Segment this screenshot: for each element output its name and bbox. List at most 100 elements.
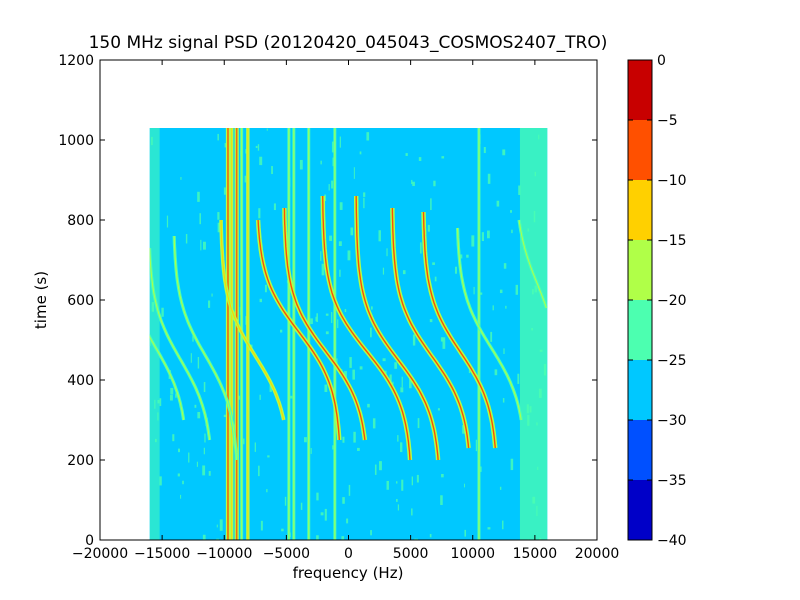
y-tick-label: 1200 [58, 53, 94, 69]
noise-speckle [462, 425, 465, 434]
noise-speckle [359, 151, 362, 155]
noise-speckle [441, 156, 445, 159]
noise-speckle [188, 452, 190, 463]
doppler-track-core [220, 220, 285, 421]
axes: −20000 −15000 −10000 −5000 0 5000 10000 15000 20… [58, 53, 619, 562]
heatmap-signals [149, 128, 548, 540]
noise-speckle [344, 371, 347, 378]
noise-speckle [211, 293, 213, 297]
noise-speckle [348, 484, 351, 496]
noise-speckle [492, 305, 494, 311]
doppler-track-core [518, 219, 547, 309]
noise-speckle [411, 476, 413, 486]
plot-area [149, 128, 548, 540]
noise-speckle [531, 328, 533, 331]
noise-speckle [300, 502, 303, 510]
doppler-track-core [355, 196, 439, 461]
noise-speckle [499, 486, 502, 490]
doppler-track-core [149, 336, 185, 421]
noise-speckle [440, 495, 443, 506]
doppler-track-core [391, 208, 470, 449]
noise-speckle [503, 348, 505, 355]
doppler-track-core [257, 219, 340, 441]
noise-speckle [427, 224, 430, 232]
noise-speckle [397, 504, 400, 511]
noise-speckle [258, 208, 261, 219]
noise-speckle [511, 229, 513, 234]
noise-speckle [264, 284, 267, 293]
noise-speckle [202, 534, 206, 540]
noise-speckle [532, 289, 534, 295]
noise-speckle [363, 192, 366, 197]
noise-speckle [419, 242, 422, 254]
edge-band-right [519, 128, 548, 540]
noise-speckle [197, 412, 201, 419]
noise-speckle [259, 298, 262, 303]
noise-speckle [346, 518, 349, 524]
x-tick-label: −15000 [134, 546, 190, 562]
doppler-track-core [283, 207, 366, 441]
colorbar-segment [628, 480, 652, 540]
noise-speckle [320, 512, 324, 516]
noise-speckle [479, 466, 482, 472]
noise-speckle [533, 210, 536, 223]
noise-speckle [464, 483, 466, 488]
colorbar-tick-label: −25 [657, 353, 687, 369]
noise-speckle [271, 166, 273, 175]
noise-speckle [266, 128, 268, 131]
noise-speckle [316, 492, 319, 501]
noise-speckle [197, 191, 200, 202]
noise-speckle [374, 464, 377, 475]
noise-speckle [397, 435, 399, 442]
noise-speckle [259, 394, 261, 400]
noise-speckle [202, 465, 206, 476]
noise-speckle [494, 369, 498, 376]
noise-speckle [337, 319, 339, 329]
x-tick-label: −5000 [263, 546, 310, 562]
noise-speckle [258, 465, 260, 477]
colorbar-segment [628, 240, 652, 300]
noise-speckle [177, 473, 180, 477]
noise-speckle [430, 198, 432, 211]
noise-speckle [382, 358, 386, 362]
noise-speckle [194, 404, 197, 408]
noise-speckle [199, 213, 201, 225]
noise-speckle [339, 269, 341, 277]
y-tick-label: 1000 [58, 133, 94, 149]
colorbar-segment [628, 120, 652, 180]
noise-speckle [412, 181, 415, 187]
noise-speckle [347, 250, 351, 261]
noise-speckle [468, 370, 471, 374]
noise-speckle [400, 387, 404, 393]
noise-speckle [401, 479, 404, 491]
noise-speckle [324, 194, 327, 202]
noise-speckle [483, 146, 486, 154]
noise-speckle [202, 241, 206, 250]
noise-speckle [177, 448, 181, 453]
noise-speckle [190, 353, 192, 363]
colorbar-segment [628, 60, 652, 120]
noise-speckle [464, 529, 467, 537]
noise-speckle [267, 455, 270, 458]
noise-speckle [378, 230, 381, 242]
noise-speckle [454, 266, 458, 274]
noise-speckle [310, 318, 313, 325]
noise-speckle [331, 180, 334, 189]
noise-speckle [442, 337, 446, 349]
noise-speckle [281, 528, 284, 532]
noise-speckle [175, 393, 177, 398]
noise-speckle [396, 499, 398, 502]
noise-speckle [217, 222, 221, 233]
noise-speckle [289, 395, 293, 399]
noise-speckle [304, 437, 307, 443]
noise-speckle [299, 159, 303, 170]
colorbar-tick-label: −15 [657, 233, 687, 249]
noise-speckle [367, 403, 370, 408]
noise-speckle [510, 210, 512, 213]
noise-speckle [357, 447, 360, 451]
noise-speckle [471, 235, 475, 247]
noise-speckle [196, 461, 198, 467]
noise-speckle [440, 337, 444, 342]
y-tick-label: 0 [85, 533, 94, 549]
x-tick-label: 15000 [513, 546, 558, 562]
